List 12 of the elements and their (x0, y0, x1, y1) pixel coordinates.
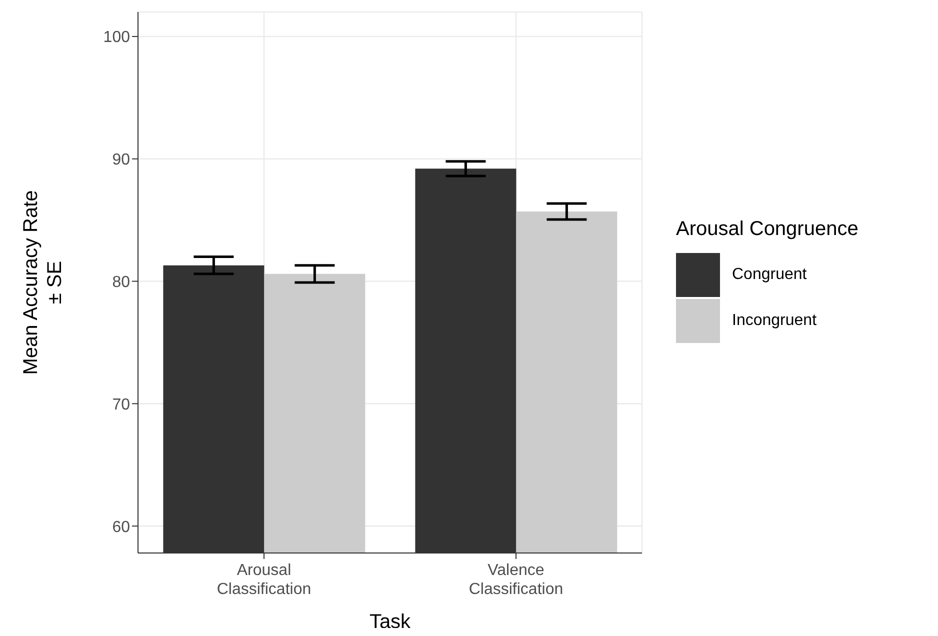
legend-title: Arousal Congruence (676, 218, 858, 241)
y-tick-label: 80 (112, 274, 130, 291)
y-tick-label: 70 (112, 396, 130, 414)
y-tick-label: 90 (112, 152, 130, 169)
y-axis-title: Mean Accuracy Rate ± SE (20, 190, 66, 375)
y-tick-label: 100 (103, 29, 130, 46)
x-axis-title: Task (369, 611, 412, 633)
x-tick-label: Arousal Classification (216, 562, 312, 598)
text: Incongruent (732, 312, 817, 330)
x-tick-label: Valence Classification (468, 562, 564, 598)
y-tick-label: 60 (112, 518, 130, 536)
text: Congruent (732, 266, 807, 284)
